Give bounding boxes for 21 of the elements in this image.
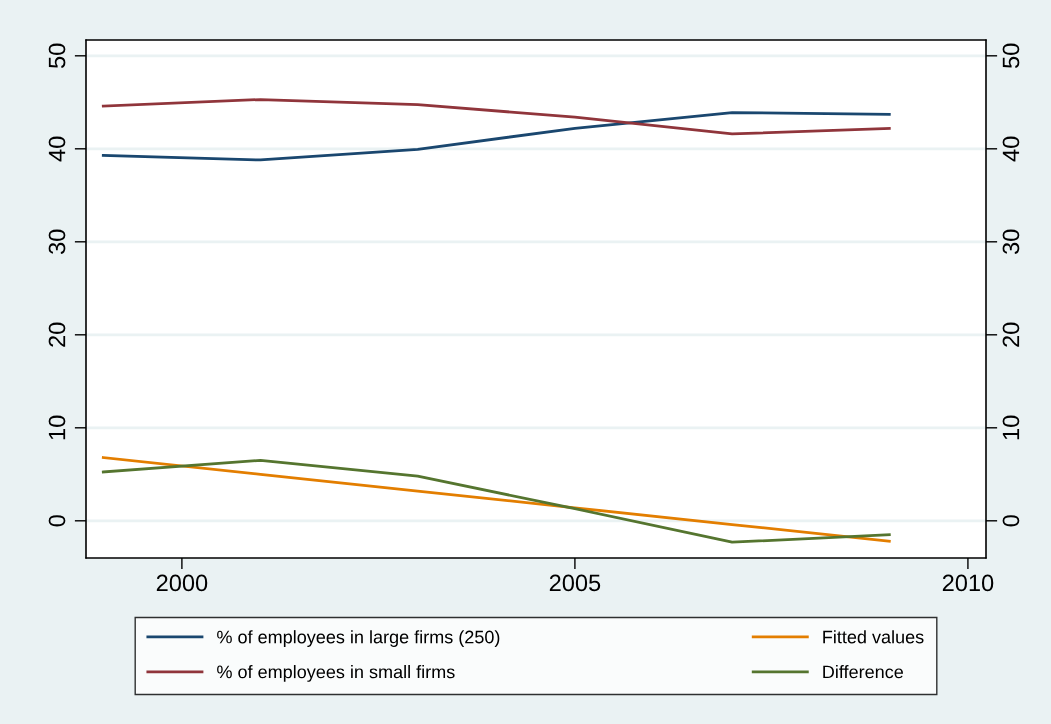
y-tick-label: 20 xyxy=(48,322,66,347)
y2-tick-label: 20 xyxy=(1002,322,1020,347)
legend-label: % of employees in small firms xyxy=(217,665,455,682)
legend-label: Fitted values xyxy=(823,630,924,644)
y-tick-label: 40 xyxy=(48,136,66,162)
y2-tick-label: 10 xyxy=(1002,415,1020,440)
x-tick-label: 2005 xyxy=(549,574,601,592)
line-series xyxy=(101,111,891,162)
legend-label: Difference xyxy=(823,665,903,679)
legend-label: % of employees in large firms (250) xyxy=(217,630,500,647)
y2-tick-label: 40 xyxy=(1002,136,1020,162)
y-tick-label: 10 xyxy=(48,415,66,440)
y-tick-label: 50 xyxy=(48,43,66,68)
y-tick-label: 0 xyxy=(48,515,66,527)
x-tick-label: 2000 xyxy=(156,574,208,592)
y2-tick-label: 0 xyxy=(1002,515,1020,527)
y2-tick-label: 30 xyxy=(1002,229,1020,255)
line-series xyxy=(101,98,891,136)
y-tick-label: 30 xyxy=(48,229,66,255)
y2-tick-label: 50 xyxy=(1002,43,1020,68)
x-tick-label: 2010 xyxy=(942,574,994,592)
